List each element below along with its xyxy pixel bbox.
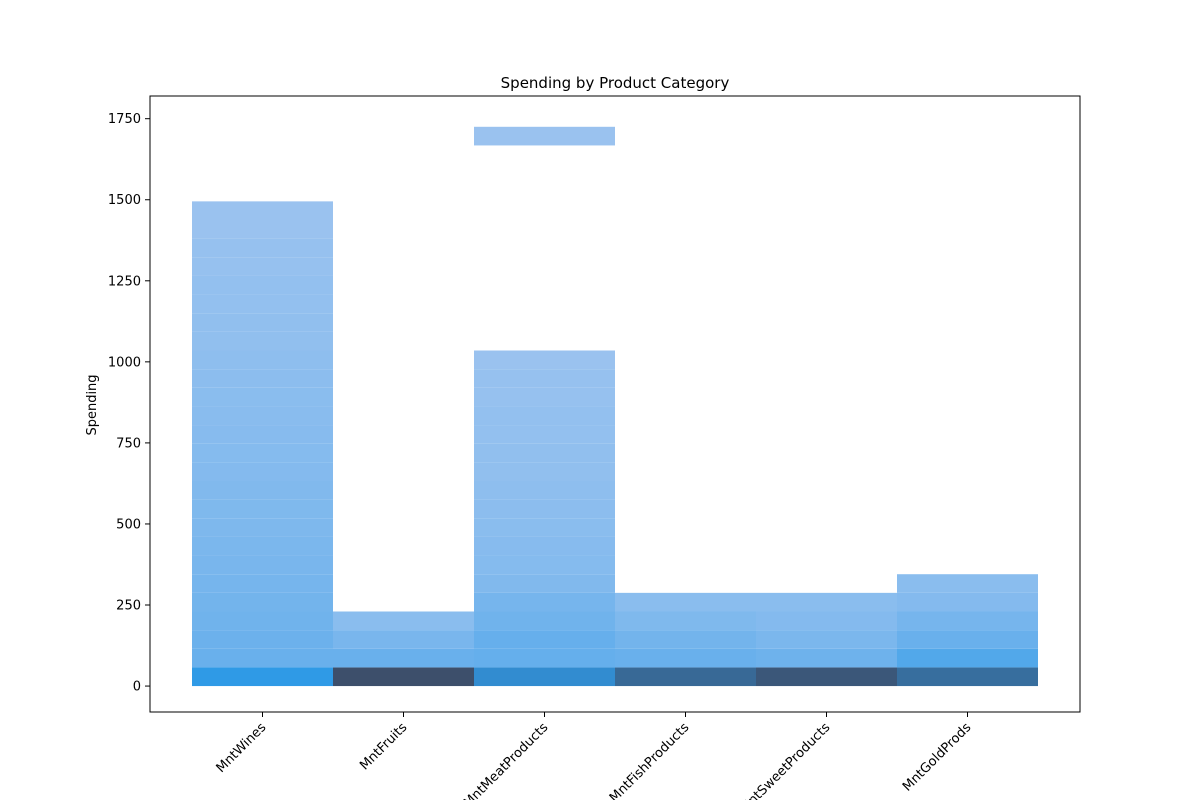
heatmap-bin-MntFishProducts-51 [615,630,756,649]
heatmap-bin-MntWines-10 [192,481,333,500]
heatmap-bin-MntWines-23 [192,238,333,258]
heatmap-bin-MntSweetProducts-56 [756,630,897,649]
heatmap-bin-MntWines-1 [192,648,333,668]
heatmap-bin-MntMeatProducts-32 [474,630,615,649]
heatmap-bin-MntMeatProducts-41 [474,462,615,481]
heatmap-bin-MntMeatProducts-44 [474,406,615,426]
heatmap-bin-MntWines-22 [192,257,333,276]
heatmap-bin-MntMeatProducts-46 [474,369,615,388]
heatmap-bin-MntWines-4 [192,592,333,612]
heatmap-bin-MntFishProducts-50 [615,648,756,668]
heatmap-bin-MntFruits-28 [333,630,474,649]
heatmap-bin-MntMeatProducts-36 [474,555,615,575]
heatmap-bin-MntWines-2 [192,630,333,649]
heatmap-bin-MntFishProducts-52 [615,611,756,631]
heatmap-bin-MntSweetProducts-55 [756,648,897,668]
heatmap-bin-MntFruits-27 [333,648,474,668]
heatmap-bin-MntWines-13 [192,425,333,444]
plot-frame [149,95,1081,713]
heatmap-bin-MntMeatProducts-34 [474,592,615,612]
heatmap-bin-MntGoldProds-60 [897,648,1038,668]
heatmap-bin-MntFruits-29 [333,611,474,631]
heatmap-bin-MntMeatProducts-42 [474,443,615,463]
heatmap-bin-MntWines-17 [192,350,333,370]
heatmap-bin-MntGoldProds-62 [897,611,1038,631]
heatmap-bin-MntGoldProds-61 [897,630,1038,649]
y-tick-label: 1250 [108,274,141,289]
heatmap-bin-MntWines-8 [192,518,333,537]
heatmap-bin-MntMeatProducts-38 [474,518,615,537]
heatmap-bin-MntGoldProds-63 [897,592,1038,612]
heatmap-bin-MntGoldProds-59 [897,667,1038,687]
heatmap-bin-MntWines-0 [192,667,333,687]
heatmap-bin-MntWines-18 [192,331,333,351]
heatmap-bin-MntWines-5 [192,574,333,593]
y-tick-label: 1500 [108,193,141,208]
y-axis: 0 250 500 750 1000 1250 1500 1750 [108,112,150,695]
heatmap-bin-MntWines-24 [192,220,333,239]
y-tick-label: 1750 [108,112,141,127]
heatmap-bin-MntFruits-26 [333,667,474,687]
heatmap-bin-MntMeatProducts-37 [474,536,615,556]
heatmap-bin-MntGoldProds-64 [897,574,1038,593]
heatmap-bin-MntWines-7 [192,536,333,556]
heatmap-bin-MntWines-14 [192,406,333,426]
y-tick-label: 500 [116,517,141,532]
heatmap-bin-MntWines-12 [192,443,333,463]
bins-layer [192,126,1038,687]
heatmap-bin-MntWines-9 [192,499,333,519]
heatmap-bin-MntWines-15 [192,387,333,407]
heatmap-bin-MntMeatProducts-48 [474,126,615,146]
heatmap-bin-MntMeatProducts-40 [474,481,615,500]
heatmap-bin-MntMeatProducts-35 [474,574,615,593]
heatmap-bin-MntWines-11 [192,462,333,481]
y-tick-label: 750 [116,436,141,451]
heatmap-bin-MntWines-21 [192,275,333,295]
heatmap-bin-MntWines-3 [192,611,333,631]
heatmap-bin-MntMeatProducts-31 [474,648,615,668]
heatmap-bin-MntWines-20 [192,294,333,314]
heatmap-bin-MntWines-6 [192,555,333,575]
heatmap-bin-MntWines-19 [192,313,333,332]
heatmap-bin-MntMeatProducts-45 [474,387,615,407]
heatmap-bin-MntSweetProducts-58 [756,592,897,612]
heatmap-bin-MntWines-16 [192,369,333,388]
y-tick-label: 0 [133,680,141,695]
heatmap-bin-MntMeatProducts-30 [474,667,615,687]
heatmap-bin-MntFishProducts-49 [615,667,756,687]
chart-title: Spending by Product Category [501,74,730,92]
heatmap-bin-MntFishProducts-53 [615,592,756,612]
heatmap-bin-MntWines-25 [192,201,333,221]
heatmap-bin-MntMeatProducts-33 [474,611,615,631]
heatmap-bin-MntMeatProducts-47 [474,350,615,370]
heatmap-bin-MntSweetProducts-57 [756,611,897,631]
y-axis-label: Spending [85,374,100,435]
heatmap-bin-MntMeatProducts-43 [474,425,615,444]
y-tick-label: 1000 [108,355,141,370]
y-tick-label: 250 [116,599,141,614]
heatmap-bin-MntSweetProducts-54 [756,667,897,687]
heatmap-bin-MntMeatProducts-39 [474,499,615,519]
